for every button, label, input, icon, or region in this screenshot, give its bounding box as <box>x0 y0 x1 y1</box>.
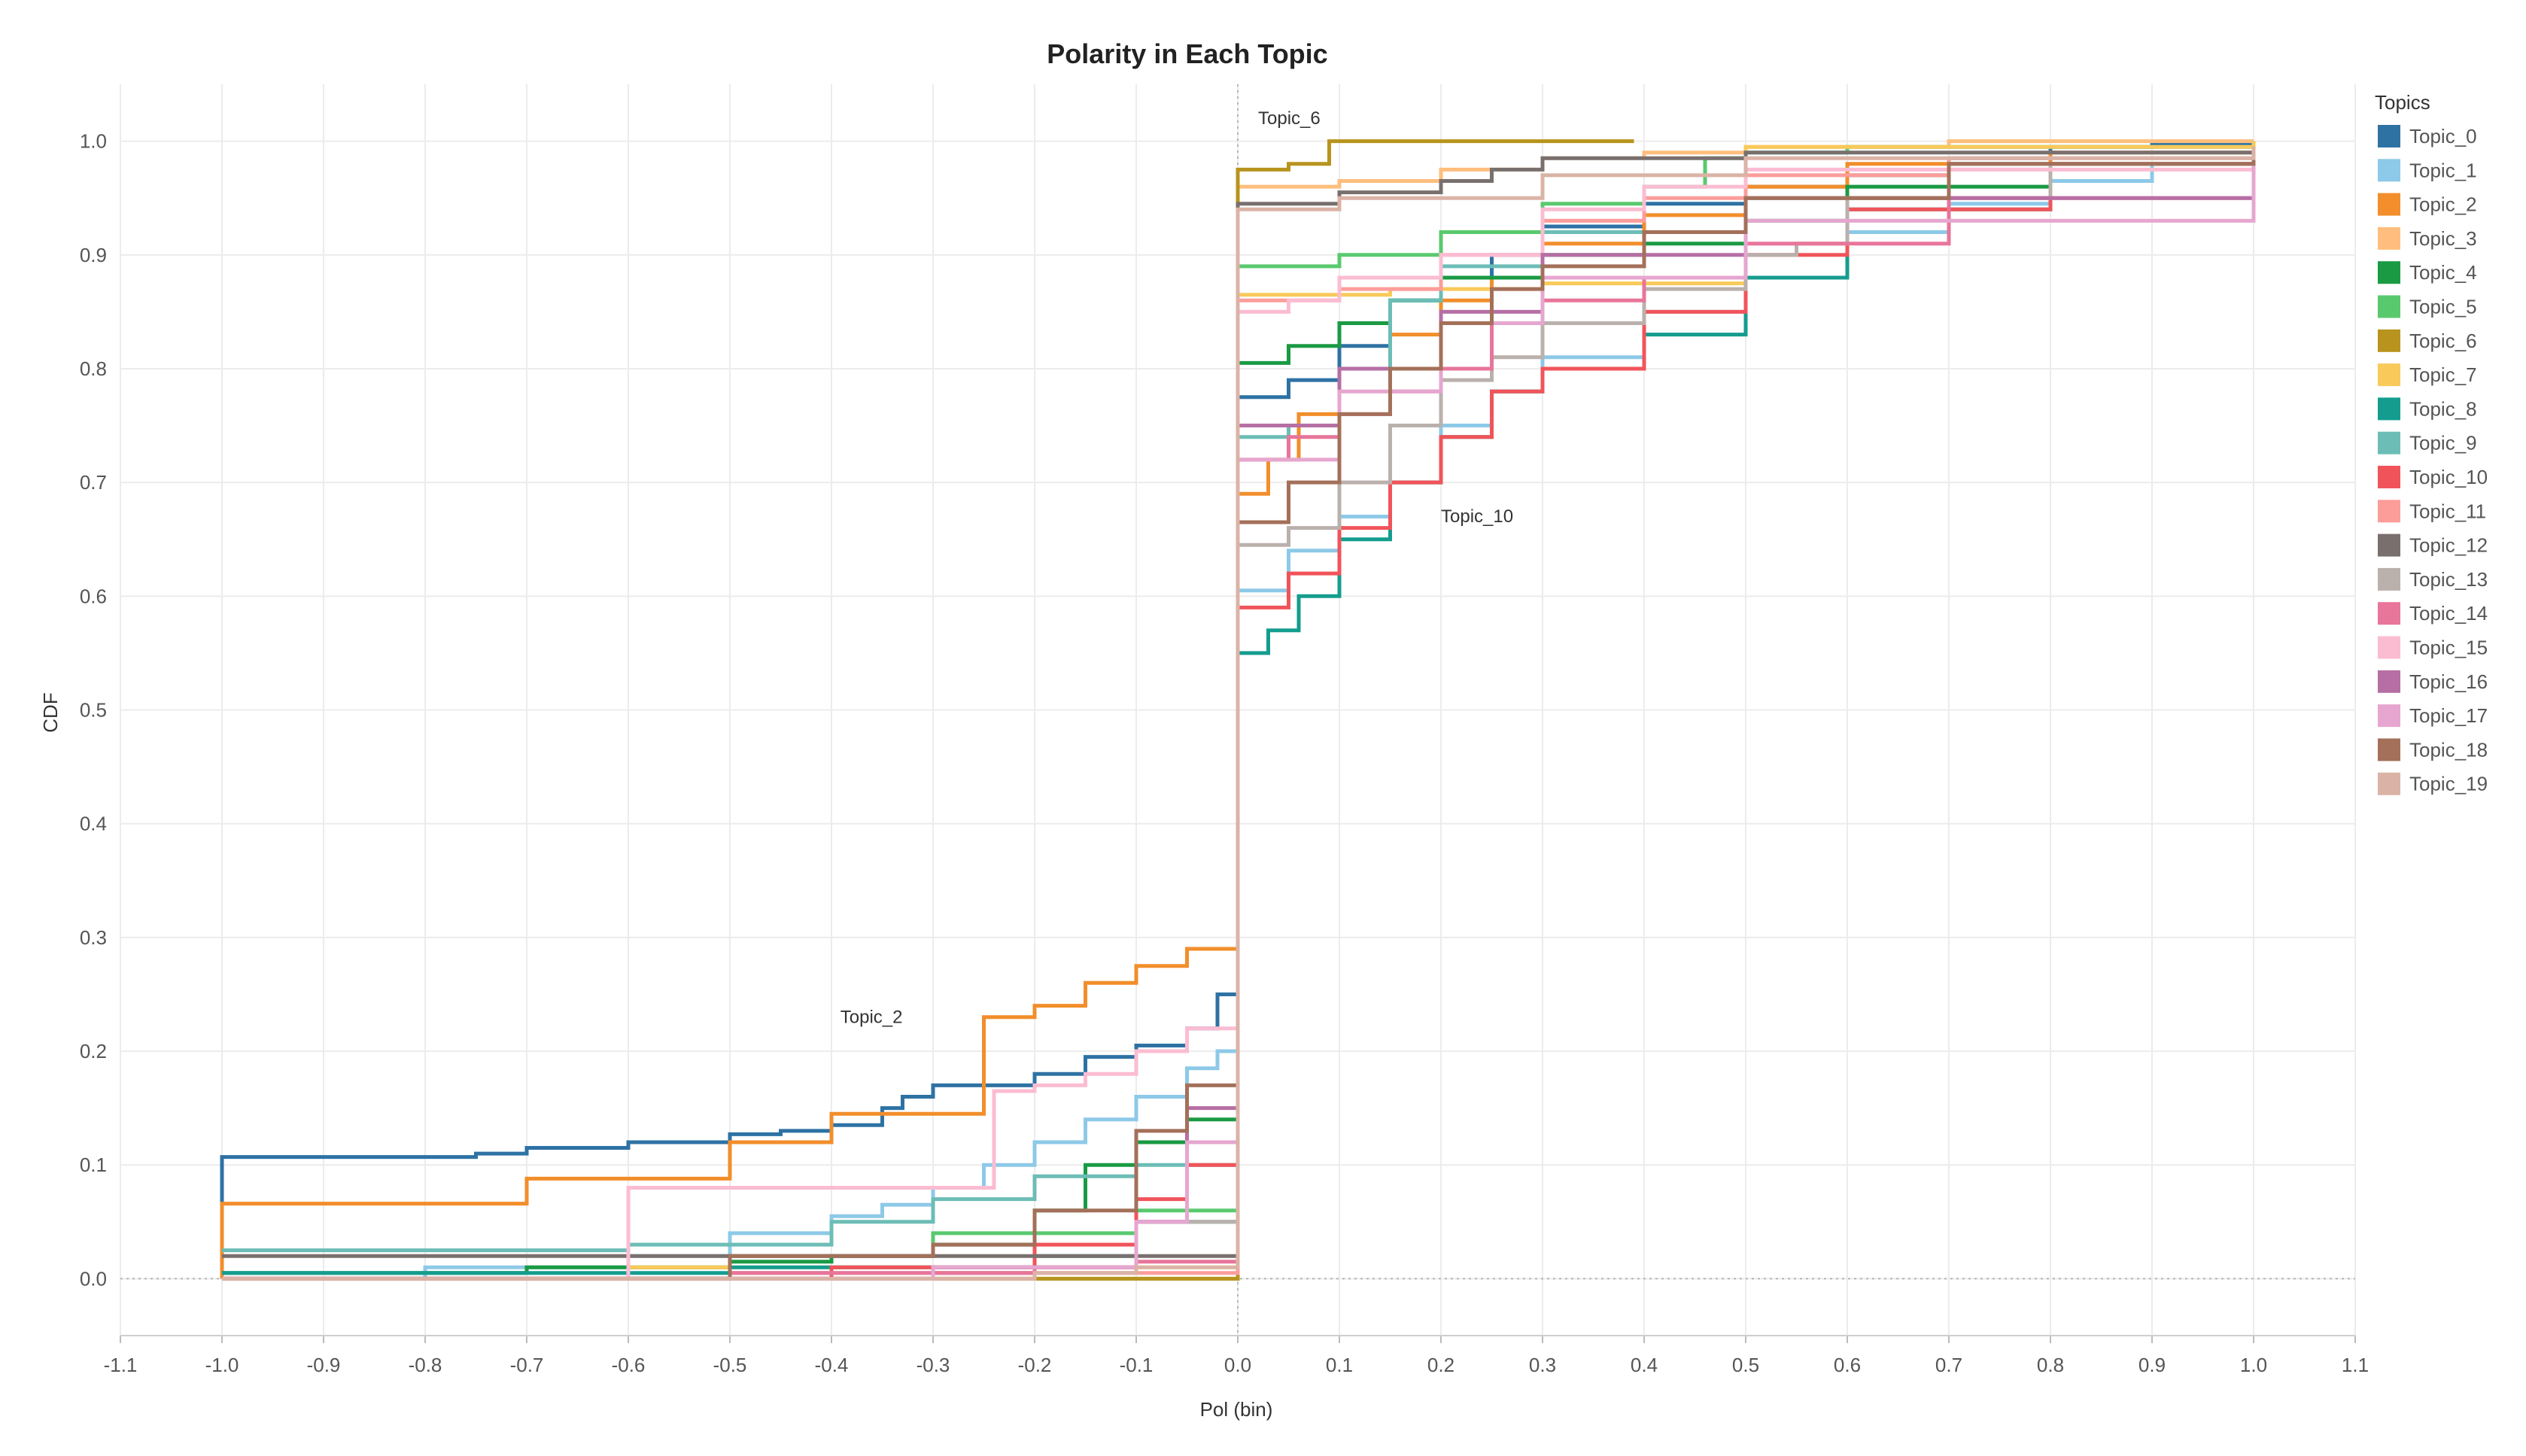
legend-title: Topics <box>2375 91 2430 114</box>
legend-label: Topic_15 <box>2409 637 2488 659</box>
y-tick-label: 0.9 <box>80 244 107 266</box>
x-tick-label: -0.9 <box>307 1354 341 1376</box>
y-tick-label: 0.5 <box>80 699 107 722</box>
legend-label: Topic_4 <box>2409 261 2477 284</box>
legend-label: Topic_8 <box>2409 397 2477 420</box>
legend: Topics Topic_0 Topic_1 Topic_2 Topic_3 Topic… <box>2375 91 2488 795</box>
legend-swatch <box>2378 329 2400 352</box>
legend-swatch <box>2378 533 2400 557</box>
x-tick-label: -1.1 <box>104 1354 138 1376</box>
legend-label: Topic_6 <box>2409 330 2477 352</box>
legend-swatch <box>2378 261 2400 284</box>
y-tick-label: 0.3 <box>80 926 107 949</box>
x-tick-label: 0.6 <box>1834 1354 1861 1376</box>
y-tick-label: 0.1 <box>80 1154 107 1176</box>
annotation-label: Topic_6 <box>1258 108 1321 129</box>
chart-title: Polarity in Each Topic <box>1047 38 1327 69</box>
legend-label: Topic_10 <box>2409 466 2488 488</box>
y-tick-labels: 0.0 0.1 0.2 0.3 0.4 0.5 0.6 0.7 0.8 0.9 1.0 <box>80 130 107 1290</box>
legend-swatch <box>2378 738 2400 761</box>
legend-swatch <box>2378 363 2400 387</box>
annotations: Topic_6 Topic_10 Topic_2 <box>840 108 1513 1027</box>
annotation-label: Topic_10 <box>1441 506 1513 527</box>
series-line-topic-6 <box>222 139 1634 1281</box>
x-tick-label: -0.1 <box>1120 1354 1154 1376</box>
series-line-topic-17 <box>222 158 2256 1281</box>
legend-swatch <box>2378 226 2400 250</box>
legend-swatch <box>2378 602 2400 625</box>
x-tick-label: 0.9 <box>2138 1354 2166 1376</box>
legend-swatch <box>2378 295 2400 318</box>
legend-label: Topic_16 <box>2409 670 2488 693</box>
legend-swatch <box>2378 500 2400 523</box>
x-tick-label: -0.5 <box>713 1354 747 1376</box>
legend-label: Topic_17 <box>2409 704 2488 727</box>
y-axis-title: CDF <box>39 692 62 732</box>
legend-swatch <box>2378 125 2400 147</box>
series-line-topic-2 <box>220 147 2256 1279</box>
x-tick-label: -1.0 <box>205 1354 239 1376</box>
legend-label: Topic_18 <box>2409 738 2488 761</box>
x-tick-label: 0.2 <box>1427 1354 1455 1376</box>
x-axis-title: Pol (bin) <box>1200 1398 1273 1421</box>
legend-swatch <box>2378 431 2400 454</box>
legend-swatch <box>2378 466 2400 488</box>
legend-swatch <box>2378 397 2400 421</box>
x-tick-label: 0.5 <box>1732 1354 1759 1376</box>
x-tick-label: 0.3 <box>1529 1354 1556 1376</box>
legend-swatch <box>2378 567 2400 591</box>
x-tick-label: 1.0 <box>2240 1354 2267 1376</box>
legend-label: Topic_2 <box>2409 193 2477 216</box>
series-group <box>220 139 2256 1281</box>
series-line-topic-19 <box>222 147 2256 1281</box>
legend-swatch <box>2378 159 2400 182</box>
y-tick-label: 0.7 <box>80 471 107 494</box>
legend-swatch <box>2378 772 2400 795</box>
series-line-topic-18 <box>222 152 2256 1281</box>
legend-label: Topic_14 <box>2409 602 2488 625</box>
legend-label: Topic_11 <box>2409 500 2486 522</box>
legend-swatch <box>2378 670 2400 693</box>
legend-swatch <box>2378 636 2400 659</box>
x-tick-label: -0.7 <box>510 1354 544 1376</box>
x-tick-labels: -1.1 -1.0 -0.9 -0.8 -0.7 -0.6 -0.5 -0.4 -0.3 -0.2… <box>104 1354 2369 1376</box>
x-tick-label: 0.7 <box>1935 1354 1962 1376</box>
legend-label: Topic_3 <box>2409 227 2477 250</box>
x-tick-label: -0.6 <box>612 1354 646 1376</box>
x-tick-label: -0.3 <box>916 1354 950 1376</box>
x-tick-label: 0.0 <box>1224 1354 1251 1376</box>
legend-label: Topic_5 <box>2409 296 2477 318</box>
x-tick-label: -0.8 <box>409 1354 442 1376</box>
y-tick-label: 0.4 <box>80 813 107 835</box>
legend-label: Topic_13 <box>2409 568 2488 591</box>
y-tick-label: 1.0 <box>80 130 107 153</box>
y-tick-label: 0.8 <box>80 357 107 380</box>
legend-swatch <box>2378 704 2400 728</box>
x-tick-label: 1.1 <box>2342 1354 2369 1376</box>
y-tick-label: 0.6 <box>80 585 107 607</box>
y-tick-label: 0.2 <box>80 1040 107 1062</box>
legend-label: Topic_12 <box>2409 534 2488 557</box>
legend-label: Topic_9 <box>2409 432 2477 454</box>
x-tick-label: -0.4 <box>815 1354 849 1376</box>
annotation-label: Topic_2 <box>840 1007 903 1027</box>
x-tick-label: 0.8 <box>2037 1354 2064 1376</box>
y-tick-label: 0.0 <box>80 1267 107 1290</box>
x-tick-label: 0.1 <box>1326 1354 1353 1376</box>
legend-label: Topic_7 <box>2409 363 2477 386</box>
legend-swatch <box>2378 193 2400 216</box>
legend-label: Topic_19 <box>2409 773 2488 795</box>
x-tick-label: 0.4 <box>1631 1354 1658 1376</box>
x-tick-label: -0.2 <box>1018 1354 1052 1376</box>
legend-label: Topic_1 <box>2409 159 2477 181</box>
legend-label: Topic_0 <box>2409 125 2477 147</box>
